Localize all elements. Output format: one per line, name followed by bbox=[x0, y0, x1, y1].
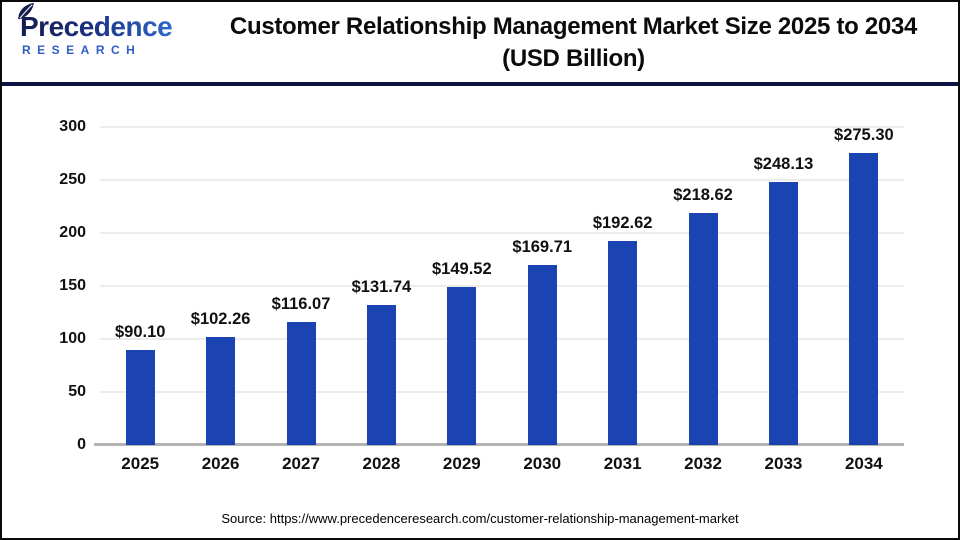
x-axis-line bbox=[94, 443, 904, 446]
bar-2027 bbox=[286, 321, 316, 445]
bar-value-label-2028: $131.74 bbox=[351, 278, 412, 297]
logo: Precedence RESEARCH bbox=[18, 2, 195, 57]
x-axis-label-2026: 2026 bbox=[201, 454, 240, 473]
bar-column-2026: $102.26 bbox=[180, 127, 260, 445]
bar-column-2031: $192.62 bbox=[582, 127, 662, 445]
bar-2032 bbox=[688, 213, 718, 445]
bar-value-label-2025: $90.10 bbox=[114, 322, 166, 341]
bar-value-label-2031: $192.62 bbox=[592, 213, 653, 232]
bar-column-2028: $131.74 bbox=[341, 127, 421, 445]
chart-title-line1: Customer Relationship Management Market … bbox=[229, 13, 918, 40]
bar-column-2032: $218.62 bbox=[663, 127, 743, 445]
y-axis-tick-label: 200 bbox=[59, 224, 86, 242]
bar-2033 bbox=[768, 181, 798, 445]
gridline bbox=[100, 338, 904, 341]
bar-value-label-2032: $218.62 bbox=[673, 186, 733, 205]
y-axis-tick-label: 0 bbox=[77, 436, 86, 453]
y-axis-tick-label: 50 bbox=[68, 383, 86, 401]
bar-value-label-2030: $169.71 bbox=[512, 238, 573, 257]
source-text: Source: https://www.precedenceresearch.c… bbox=[221, 511, 739, 526]
bar-2034 bbox=[849, 153, 879, 445]
chart-title-line2: (USD Billion) bbox=[502, 45, 645, 72]
bar-2026 bbox=[206, 336, 236, 445]
y-axis-tick-label: 300 bbox=[59, 118, 86, 135]
leaf-icon bbox=[18, 2, 34, 20]
chart-title: Customer Relationship Management Market … bbox=[197, 11, 950, 75]
bar-column-2033: $248.13 bbox=[743, 127, 823, 445]
x-axis-label-2028: 2028 bbox=[362, 454, 401, 473]
y-axis-tick-label: 100 bbox=[59, 330, 86, 348]
bar-column-2027: $116.07 bbox=[261, 127, 341, 445]
x-axis-labels: 2025 2026 2027 2028 2029 2030 2031 2032 2033 2034 bbox=[100, 454, 904, 474]
x-axis-label-2032: 2032 bbox=[684, 454, 722, 473]
bar-2031 bbox=[608, 240, 638, 445]
header: Precedence RESEARCH Customer Relationshi… bbox=[2, 2, 958, 86]
x-axis-label-2027: 2027 bbox=[282, 454, 320, 473]
plot-area: 0 50 100 150 200 250 300 $90.10 $102.26 $116.07 $1… bbox=[59, 118, 904, 453]
logo-wordmark: Precedence bbox=[18, 2, 173, 42]
bar-value-label-2027: $116.07 bbox=[271, 294, 331, 313]
y-axis-tick-label: 150 bbox=[59, 277, 86, 294]
bar-value-label-2029: $149.52 bbox=[432, 259, 492, 278]
bar-column-2034: $275.30 bbox=[824, 126, 904, 445]
gridline bbox=[100, 232, 904, 235]
logo-subtext: RESEARCH bbox=[22, 43, 142, 57]
logo-text: Precedence bbox=[20, 11, 173, 42]
bar-column-2029: $149.52 bbox=[422, 127, 502, 445]
gridline bbox=[100, 285, 904, 287]
bars-container: $90.10 $102.26 $116.07 $131.74 $149.52 $169.7… bbox=[100, 126, 904, 445]
gridline bbox=[100, 126, 904, 128]
x-axis-label-2033: 2033 bbox=[764, 454, 803, 473]
bar-value-label-2033: $248.13 bbox=[753, 154, 814, 173]
bar-value-label-2034: $275.30 bbox=[834, 126, 894, 145]
bar-2029 bbox=[447, 286, 477, 445]
bar-2028 bbox=[366, 305, 396, 445]
x-axis-label-2029: 2029 bbox=[442, 454, 481, 473]
bar-value-label-2026: $102.26 bbox=[190, 309, 251, 328]
x-axis-label-2031: 2031 bbox=[603, 454, 642, 473]
x-axis-label-2034: 2034 bbox=[844, 454, 883, 473]
gridline bbox=[100, 179, 904, 181]
x-axis-label-2030: 2030 bbox=[523, 454, 562, 473]
bar-column-2025: $90.10 bbox=[100, 127, 180, 445]
x-axis-label-2025: 2025 bbox=[121, 454, 160, 473]
bar-2025 bbox=[125, 349, 155, 445]
y-axis-tick-label: 250 bbox=[59, 171, 86, 188]
bar-2030 bbox=[527, 265, 557, 445]
bar-column-2030: $169.71 bbox=[502, 127, 582, 445]
gridline bbox=[100, 391, 904, 394]
